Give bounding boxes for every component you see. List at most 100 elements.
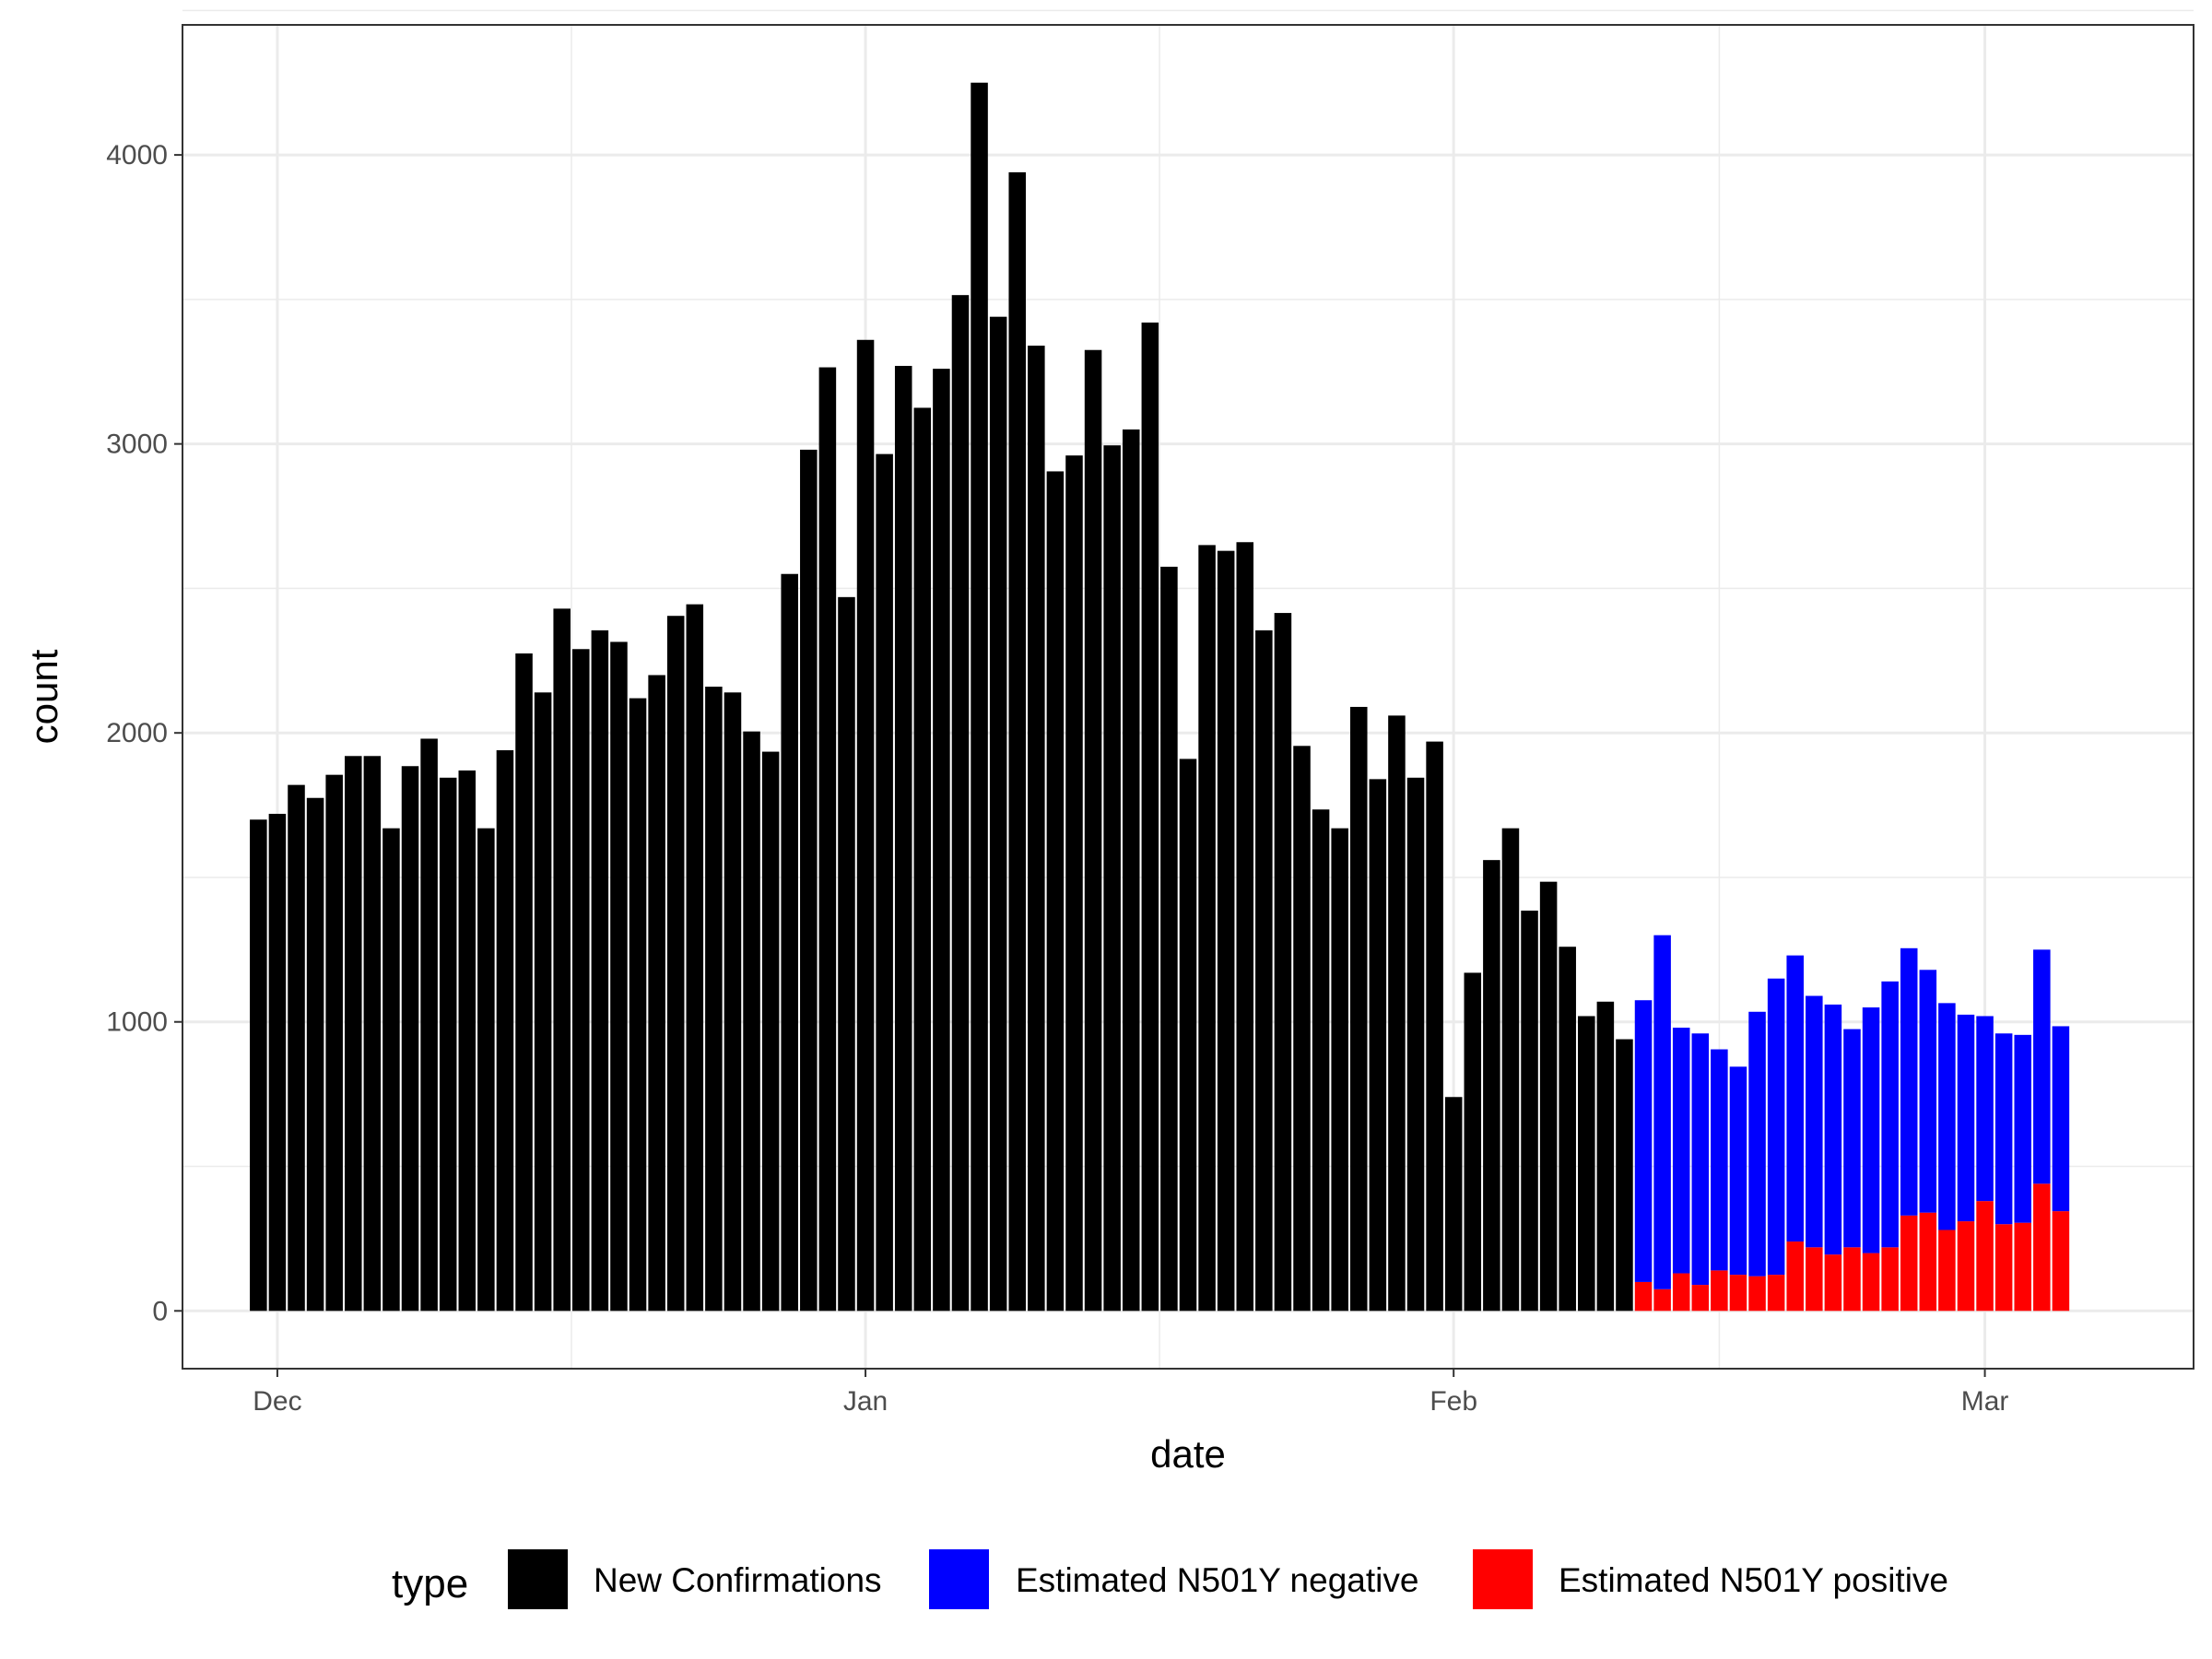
bar <box>971 82 988 1312</box>
bar <box>1312 809 1330 1312</box>
bar <box>439 777 457 1312</box>
bar <box>876 453 893 1312</box>
bar <box>250 819 267 1312</box>
bar <box>1994 1224 2013 1312</box>
bar <box>1065 455 1083 1312</box>
bar <box>1084 349 1102 1312</box>
bar <box>686 604 704 1312</box>
bar <box>2014 1034 2031 1223</box>
bar <box>629 698 647 1312</box>
bar <box>818 367 837 1312</box>
bar <box>1350 706 1368 1312</box>
bar <box>1406 777 1425 1312</box>
legend-key <box>1473 1549 1533 1609</box>
bar <box>306 797 324 1312</box>
legend: type New Confirmations Estimated N501Y ne… <box>392 1549 1948 1609</box>
bar <box>1711 1049 1728 1271</box>
bar <box>1767 978 1785 1276</box>
bar <box>401 766 419 1312</box>
bar <box>666 616 685 1312</box>
bar <box>325 774 343 1312</box>
bar <box>1388 715 1406 1312</box>
bar <box>1464 972 1482 1312</box>
bar <box>1729 1066 1747 1276</box>
bar <box>1691 1033 1710 1286</box>
bar <box>1786 1241 1804 1312</box>
bar <box>1046 471 1065 1312</box>
x-tick-label: Mar <box>1961 1386 2009 1417</box>
bar <box>1994 1033 2013 1225</box>
bar <box>856 339 875 1312</box>
legend-label: Estimated N501Y negative <box>1016 1561 1418 1599</box>
x-tick-label: Jan <box>843 1386 888 1417</box>
y-tick-label: 2000 <box>106 718 168 748</box>
bar <box>1501 828 1520 1312</box>
legend-label: New Confirmations <box>594 1561 882 1599</box>
bar <box>1881 981 1899 1248</box>
bar <box>420 738 438 1312</box>
bar <box>363 756 382 1312</box>
bar <box>1843 1029 1861 1248</box>
bar <box>496 750 514 1312</box>
bar <box>894 365 912 1312</box>
bar <box>1729 1275 1747 1312</box>
bar <box>1748 1011 1766 1277</box>
bar <box>534 692 552 1312</box>
bar <box>382 828 400 1312</box>
bar <box>1578 1016 1595 1312</box>
bar <box>1919 970 1937 1213</box>
bar <box>477 828 495 1312</box>
bar <box>1786 955 1804 1242</box>
bar <box>933 369 950 1312</box>
bar <box>838 596 855 1312</box>
legend-label: Estimated N501Y positive <box>1559 1561 1948 1599</box>
bar <box>1616 1039 1633 1312</box>
y-axis-title: count <box>22 649 65 744</box>
bar <box>761 751 780 1312</box>
bar <box>1293 746 1311 1312</box>
x-tick-label: Feb <box>1430 1386 1477 1417</box>
bar <box>1103 445 1121 1312</box>
bar <box>1426 741 1443 1312</box>
bar <box>1824 1004 1842 1255</box>
y-tick-label: 1000 <box>106 1007 168 1038</box>
bar <box>743 731 760 1312</box>
bar <box>1976 1016 1994 1202</box>
bar <box>1634 1000 1653 1282</box>
bar <box>913 407 932 1312</box>
bar <box>1255 629 1273 1312</box>
bar <box>1806 995 1823 1248</box>
bar <box>1028 346 1045 1312</box>
bar <box>1483 860 1500 1312</box>
bar <box>2033 949 2051 1184</box>
bar <box>1331 828 1348 1312</box>
bar <box>1141 322 1159 1312</box>
bar <box>2052 1026 2070 1212</box>
bar <box>1596 1001 1615 1312</box>
bar <box>648 675 665 1312</box>
bar <box>1008 171 1026 1312</box>
bar <box>515 653 533 1312</box>
bar <box>1521 911 1538 1312</box>
bar <box>2014 1222 2031 1312</box>
bar <box>1691 1285 1710 1312</box>
bar <box>1369 779 1387 1312</box>
bar <box>1634 1281 1653 1312</box>
bar <box>345 756 362 1312</box>
bar <box>1539 881 1558 1312</box>
bar <box>1824 1254 1842 1312</box>
bar <box>1160 566 1178 1312</box>
bar <box>1653 1288 1671 1312</box>
bar <box>553 608 571 1312</box>
legend-title: type <box>392 1561 468 1606</box>
bar <box>989 316 1007 1312</box>
bar <box>1672 1273 1690 1312</box>
bar <box>800 449 818 1312</box>
legend-key <box>929 1549 989 1609</box>
y-axis: 0 1000 2000 3000 4000 <box>106 140 182 1326</box>
bar <box>1843 1247 1861 1312</box>
bar <box>1900 947 1918 1216</box>
bar <box>2033 1183 2051 1312</box>
bar <box>1957 1221 1975 1312</box>
